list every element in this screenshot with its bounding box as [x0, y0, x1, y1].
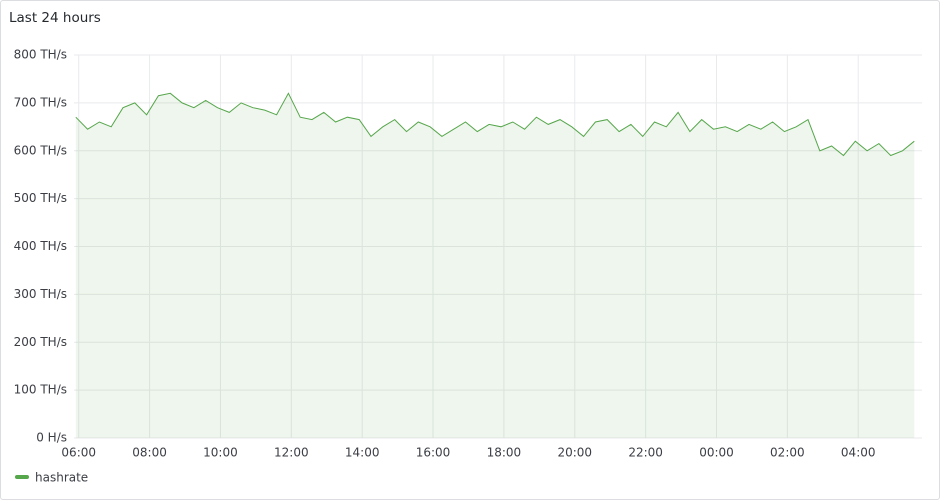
y-tick-label: 700 TH/s — [14, 95, 67, 109]
x-tick-label: 06:00 — [61, 446, 96, 460]
line — [75, 92, 915, 157]
y-tick-label: 200 TH/s — [14, 335, 67, 349]
x-tick-label: 02:00 — [770, 446, 805, 460]
y-tick-label: 500 TH/s — [14, 191, 67, 205]
panel-title: Last 24 hours — [9, 10, 101, 26]
legend-swatch — [15, 475, 29, 479]
y-tick-label: 800 TH/s — [14, 48, 67, 62]
y-tick-label: 0 H/s — [36, 431, 67, 445]
x-tick-label: 22:00 — [628, 446, 663, 460]
x-tick-label: 10:00 — [203, 446, 238, 460]
y-tick-label: 300 TH/s — [14, 287, 67, 301]
x-tick-label: 20:00 — [557, 446, 592, 460]
y-tick-label: 100 TH/s — [14, 383, 67, 397]
legend-label: hashrate — [35, 471, 88, 485]
x-tick-label: 14:00 — [345, 446, 380, 460]
x-tick-label: 08:00 — [132, 446, 167, 460]
area — [75, 93, 915, 439]
y-tick-label: 400 TH/s — [14, 239, 67, 253]
x-tick-label: 12:00 — [274, 446, 309, 460]
x-tick-label: 16:00 — [416, 446, 451, 460]
x-tick-label: 00:00 — [699, 446, 734, 460]
y-tick-label: 600 TH/s — [14, 143, 67, 157]
x-tick-label: 18:00 — [487, 446, 522, 460]
x-tick-label: 04:00 — [841, 446, 876, 460]
